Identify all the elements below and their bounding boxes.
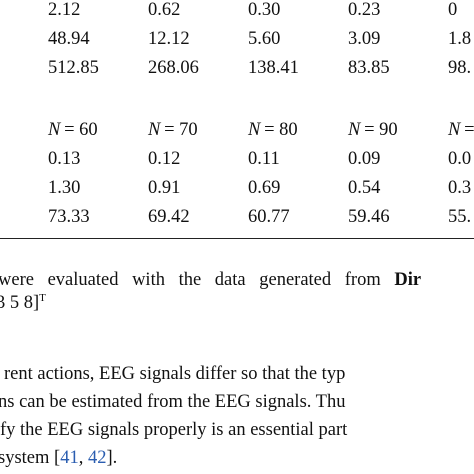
caption-sup: T — [39, 292, 46, 304]
table-cell: 69.42 — [148, 207, 190, 227]
header-val: = — [464, 120, 474, 140]
table-rule — [0, 238, 474, 239]
table-cell: 0.23 — [348, 0, 381, 20]
table-cell: 268.06 — [148, 58, 199, 78]
table-cell: 0.30 — [248, 0, 281, 20]
paragraph-text: ]. — [106, 448, 118, 468]
caption-line: were evaluated with the data generated f… — [0, 270, 474, 291]
table-cell: 1.30 — [48, 178, 81, 198]
paragraph-text: system [ — [0, 448, 61, 468]
table-cell: 0.91 — [148, 178, 181, 198]
header-var: N — [448, 120, 461, 140]
table-cell: 2.12 — [48, 0, 81, 20]
column-header: N = — [448, 120, 474, 141]
table-cell: 0.54 — [348, 178, 381, 198]
table-cell: 59.46 — [348, 207, 390, 227]
paragraph-line: fy the EEG signals properly is an essent… — [0, 420, 348, 440]
caption-bold: Dir — [394, 270, 422, 290]
table-cell: 0.3 — [448, 178, 472, 198]
column-header: N = 60 — [48, 120, 98, 141]
table-cell: 98. — [448, 58, 472, 78]
table-cell: 138.41 — [248, 58, 299, 78]
table-cell: 83.85 — [348, 58, 390, 78]
caption-line: 3 5 8]T — [0, 292, 46, 314]
paragraph-text: , — [78, 448, 88, 468]
table-cell: 0.69 — [248, 178, 281, 198]
paragraph-line: ns can be estimated from the EEG signals… — [0, 392, 346, 412]
table-cell: 73.33 — [48, 207, 90, 227]
table-cell: 3.09 — [348, 29, 381, 49]
citation[interactable]: 41 — [60, 448, 79, 468]
table-cell: 1.8 — [448, 29, 472, 49]
table-cell: 0.12 — [148, 149, 181, 169]
table-cell: 48.94 — [48, 29, 90, 49]
header-var: N — [148, 120, 161, 140]
table-cell: 55. — [448, 207, 472, 227]
table-cell: 0.09 — [348, 149, 381, 169]
table-cell: 0.11 — [248, 149, 280, 169]
header-val: = 70 — [164, 120, 198, 140]
paragraph-line: system [41, 42]. — [0, 448, 117, 469]
table-cell: 0 — [448, 0, 458, 20]
header-val: = 90 — [364, 120, 398, 140]
table-cell: 60.77 — [248, 207, 290, 227]
header-val: = 80 — [264, 120, 298, 140]
column-header: N = 70 — [148, 120, 198, 141]
caption-text: 3 5 8] — [0, 293, 40, 314]
table-cell: 12.12 — [148, 29, 190, 49]
table-cell: 5.60 — [248, 29, 281, 49]
header-var: N — [248, 120, 261, 140]
header-val: = 60 — [64, 120, 98, 140]
header-var: N — [348, 120, 361, 140]
table-cell: 0.62 — [148, 0, 181, 20]
header-var: N — [48, 120, 61, 140]
caption-text: were evaluated with the data generated f… — [0, 270, 381, 290]
table-cell: 0.0 — [448, 149, 472, 169]
paragraph-line: rent actions, EEG signals differ so that… — [4, 364, 346, 384]
column-header: N = 90 — [348, 120, 398, 141]
column-header: N = 80 — [248, 120, 298, 141]
citation[interactable]: 42 — [87, 448, 107, 468]
table-cell: 0.13 — [48, 149, 81, 169]
table-cell: 512.85 — [48, 58, 99, 78]
